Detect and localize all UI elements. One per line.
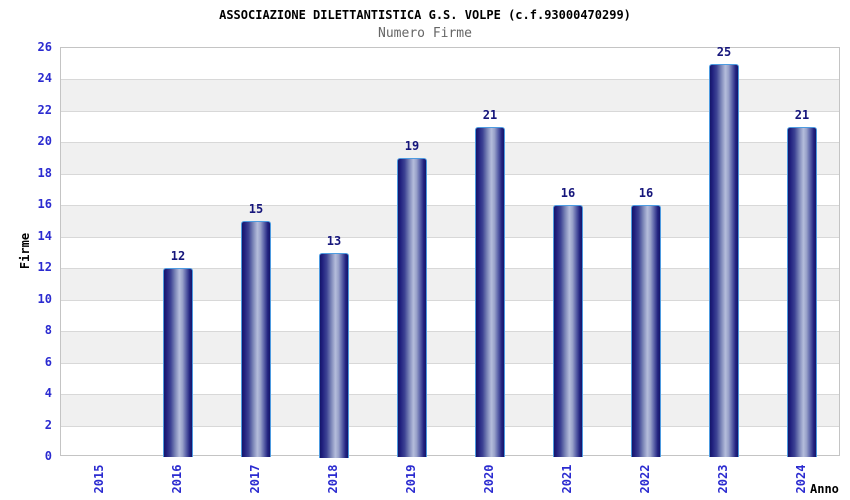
gridline xyxy=(61,363,839,364)
bar xyxy=(553,205,583,457)
x-tick-label: 2017 xyxy=(248,464,262,494)
bar-value-label: 16 xyxy=(638,186,654,200)
y-tick-label: 16 xyxy=(37,197,52,211)
y-tick-label: 0 xyxy=(44,449,52,463)
bar xyxy=(709,64,739,457)
bar-value-label: 25 xyxy=(716,45,732,59)
y-tick-label: 14 xyxy=(37,229,52,243)
x-tick-label: 2016 xyxy=(170,464,184,494)
chart-title: ASSOCIAZIONE DILETTANTISTICA G.S. VOLPE … xyxy=(219,8,631,22)
x-tick-label: 2024 xyxy=(794,464,808,494)
gridline xyxy=(61,79,839,80)
gridline xyxy=(61,142,839,143)
y-tick-label: 10 xyxy=(37,292,52,306)
bar xyxy=(631,205,661,457)
y-tick-label: 6 xyxy=(44,355,52,369)
x-axis-label: Anno xyxy=(810,482,839,496)
chart-subtitle: Numero Firme xyxy=(378,26,472,41)
gridline xyxy=(61,331,839,332)
bar-value-label: 16 xyxy=(560,186,576,200)
bar xyxy=(319,253,349,458)
x-tick-label: 2018 xyxy=(326,464,340,494)
plot-area: 12 15 13 19 21 16 16 25 21 xyxy=(60,45,840,458)
bar xyxy=(787,127,817,457)
bar-value-label: 21 xyxy=(482,108,498,122)
y-tick-label: 2 xyxy=(44,418,52,432)
gridline xyxy=(61,394,839,395)
x-tick-label: 2020 xyxy=(482,464,496,494)
y-tick-label: 12 xyxy=(37,260,52,274)
gridline xyxy=(61,426,839,427)
y-tick-label: 20 xyxy=(37,134,52,148)
x-tick-label: 2023 xyxy=(716,464,730,494)
bar xyxy=(163,268,193,457)
y-tick-label: 26 xyxy=(37,40,52,54)
y-tick-label: 8 xyxy=(44,323,52,337)
gridline xyxy=(61,205,839,206)
gridline xyxy=(61,237,839,238)
bar xyxy=(475,127,505,457)
x-tick-label: 2022 xyxy=(638,464,652,494)
x-tick-label: 2015 xyxy=(92,464,106,494)
bar xyxy=(397,158,427,457)
y-tick-label: 24 xyxy=(37,71,52,85)
y-tick-label: 4 xyxy=(44,386,52,400)
x-tick-label: 2019 xyxy=(404,464,418,494)
bar-value-label: 19 xyxy=(404,139,420,153)
bar-value-label: 15 xyxy=(248,202,264,216)
y-tick-label: 22 xyxy=(37,103,52,117)
gridline xyxy=(61,300,839,301)
bar-value-label: 12 xyxy=(170,249,186,263)
gridline xyxy=(61,111,839,112)
y-tick-label: 18 xyxy=(37,166,52,180)
gridline xyxy=(61,268,839,269)
x-tick-label: 2021 xyxy=(560,464,574,494)
bar-value-label: 13 xyxy=(326,234,342,248)
gridline xyxy=(61,174,839,175)
bar xyxy=(241,221,271,457)
bar-value-label: 21 xyxy=(794,108,810,122)
